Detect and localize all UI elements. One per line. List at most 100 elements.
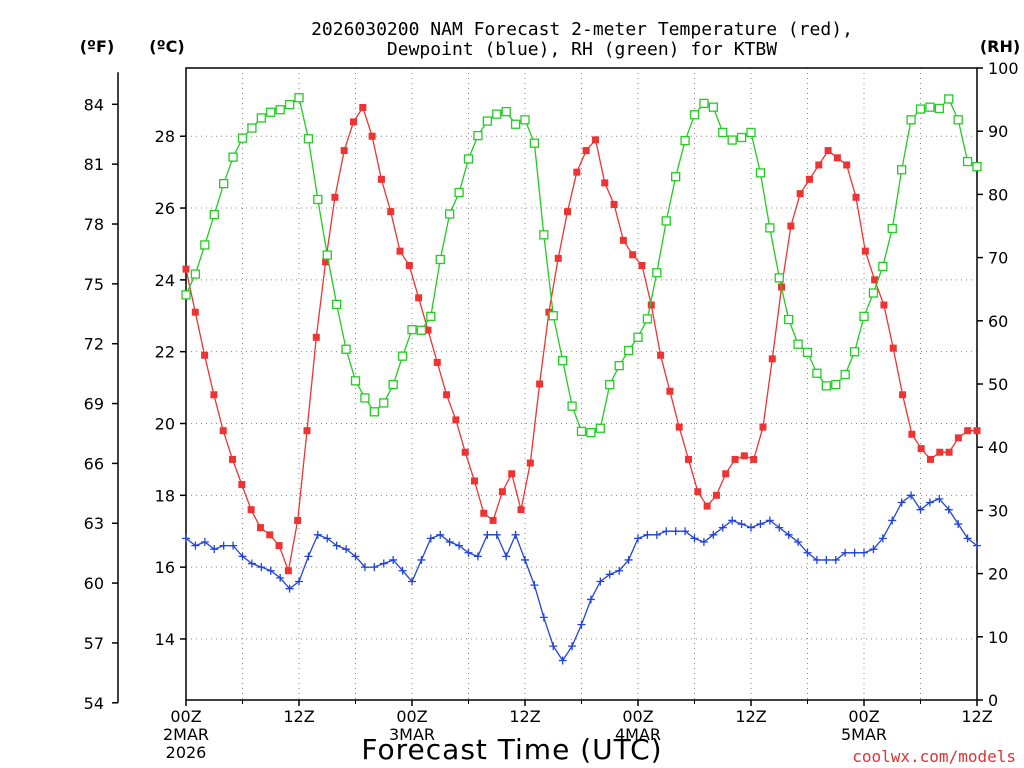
temperature-point bbox=[536, 380, 544, 388]
rh-point bbox=[774, 273, 784, 283]
temperature-point bbox=[452, 416, 460, 424]
dewpoint-point bbox=[586, 595, 595, 604]
temperature-point bbox=[768, 355, 776, 363]
temperature-point bbox=[796, 190, 804, 198]
temperature-point bbox=[517, 506, 525, 514]
dewpoint-point bbox=[944, 505, 953, 514]
rh-point bbox=[849, 347, 860, 357]
rh-point bbox=[209, 209, 219, 220]
temperature-point bbox=[359, 104, 367, 111]
dewpoint-point bbox=[794, 538, 803, 546]
temperature-point bbox=[899, 391, 907, 399]
rh-point bbox=[228, 152, 238, 162]
rh-point bbox=[284, 100, 295, 110]
dewpoint-point bbox=[728, 516, 737, 525]
dewpoint-point bbox=[426, 534, 435, 543]
x-tick-label: 00Z bbox=[622, 707, 653, 726]
series-rh bbox=[181, 93, 982, 438]
rh-tick-label: 20 bbox=[988, 565, 1008, 584]
rh-tick-label: 60 bbox=[988, 312, 1008, 331]
rh-point bbox=[181, 290, 191, 300]
rh-tick-label: 80 bbox=[988, 185, 1008, 204]
dewpoint-point bbox=[841, 548, 850, 557]
temperature-point bbox=[480, 509, 488, 517]
rh-tick-label: 90 bbox=[988, 122, 1008, 141]
rh-point bbox=[360, 393, 370, 403]
temperature-point bbox=[210, 391, 218, 399]
dewpoint-point bbox=[897, 498, 906, 507]
temperature-point bbox=[619, 236, 627, 244]
rh-point bbox=[473, 130, 483, 141]
temperature-point bbox=[275, 542, 283, 550]
rh-point bbox=[397, 351, 408, 361]
dewpoint-point bbox=[436, 530, 445, 539]
dewpoint-point bbox=[709, 530, 718, 539]
fahrenheit-tick-label: 84 bbox=[84, 95, 104, 114]
rh-point bbox=[435, 254, 445, 265]
rh-point bbox=[953, 115, 963, 125]
dewpoint-point bbox=[257, 563, 266, 572]
temperature-point bbox=[377, 175, 385, 183]
temperature-point bbox=[405, 262, 413, 269]
rh-point bbox=[915, 104, 926, 114]
rh-point bbox=[755, 168, 766, 178]
celsius-tick-label: 28 bbox=[155, 127, 175, 146]
celsius-tick-label: 20 bbox=[155, 415, 175, 434]
temperature-point bbox=[256, 524, 264, 532]
dewpoint-point bbox=[539, 613, 548, 622]
dewpoint-point bbox=[681, 527, 690, 536]
dewpoint-point bbox=[615, 566, 624, 575]
dewpoint-point bbox=[360, 563, 369, 572]
rh-point bbox=[313, 194, 323, 205]
dewpoint-point bbox=[351, 552, 360, 561]
celsius-tick-label: 18 bbox=[155, 486, 175, 505]
dewpoint-point bbox=[182, 534, 190, 543]
x-tick-label: 12Z bbox=[961, 707, 992, 726]
dewpoint-point bbox=[219, 541, 228, 550]
dewpoint-point bbox=[304, 552, 313, 561]
rh-point bbox=[906, 115, 916, 125]
right-axis: 0 10 20 30 40 50 60 70 80 90 100 bbox=[977, 59, 1019, 710]
x-axis-label: Forecast Time (UTC) bbox=[361, 733, 662, 766]
dewpoint-point bbox=[229, 541, 238, 550]
dewpoint-point bbox=[577, 620, 586, 629]
temperature-point bbox=[712, 491, 720, 499]
dewpoint-point bbox=[473, 552, 482, 561]
rh-point bbox=[341, 344, 351, 354]
temperature-point bbox=[219, 427, 227, 435]
rh-point bbox=[501, 106, 511, 117]
rh-point bbox=[887, 223, 897, 234]
rh-point bbox=[784, 314, 794, 325]
celsius-tick-label: 22 bbox=[155, 343, 175, 362]
dewpoint-point bbox=[521, 555, 529, 564]
temperature-point bbox=[703, 502, 711, 510]
dewpoint-point bbox=[455, 541, 464, 550]
temperature-point bbox=[852, 193, 860, 201]
dewpoint-point bbox=[850, 548, 859, 557]
temperature-point bbox=[787, 222, 795, 230]
rh-tick-label: 0 bbox=[988, 691, 998, 710]
temperature-point bbox=[843, 161, 851, 169]
fahrenheit-tick-label: 63 bbox=[84, 514, 104, 533]
rh-point bbox=[642, 314, 653, 324]
dewpoint-point bbox=[822, 555, 831, 564]
dewpoint-point bbox=[907, 491, 916, 500]
rh-point bbox=[445, 209, 455, 219]
rh-point bbox=[934, 103, 944, 114]
rh-point bbox=[718, 127, 728, 138]
temperature-point bbox=[759, 423, 767, 431]
temperature-point bbox=[508, 470, 516, 478]
temperature-point bbox=[685, 455, 693, 463]
series-line bbox=[185, 96, 978, 434]
dewpoint-point bbox=[445, 538, 454, 546]
temperature-point bbox=[284, 567, 292, 575]
rh-point bbox=[350, 376, 361, 386]
celsius-tick-label: 14 bbox=[155, 630, 175, 649]
temperature-point bbox=[415, 294, 423, 302]
rh-point bbox=[746, 127, 756, 138]
rh-point bbox=[266, 107, 276, 117]
dewpoint-point bbox=[671, 527, 680, 536]
rh-point bbox=[793, 339, 803, 349]
rh-point bbox=[219, 179, 229, 189]
